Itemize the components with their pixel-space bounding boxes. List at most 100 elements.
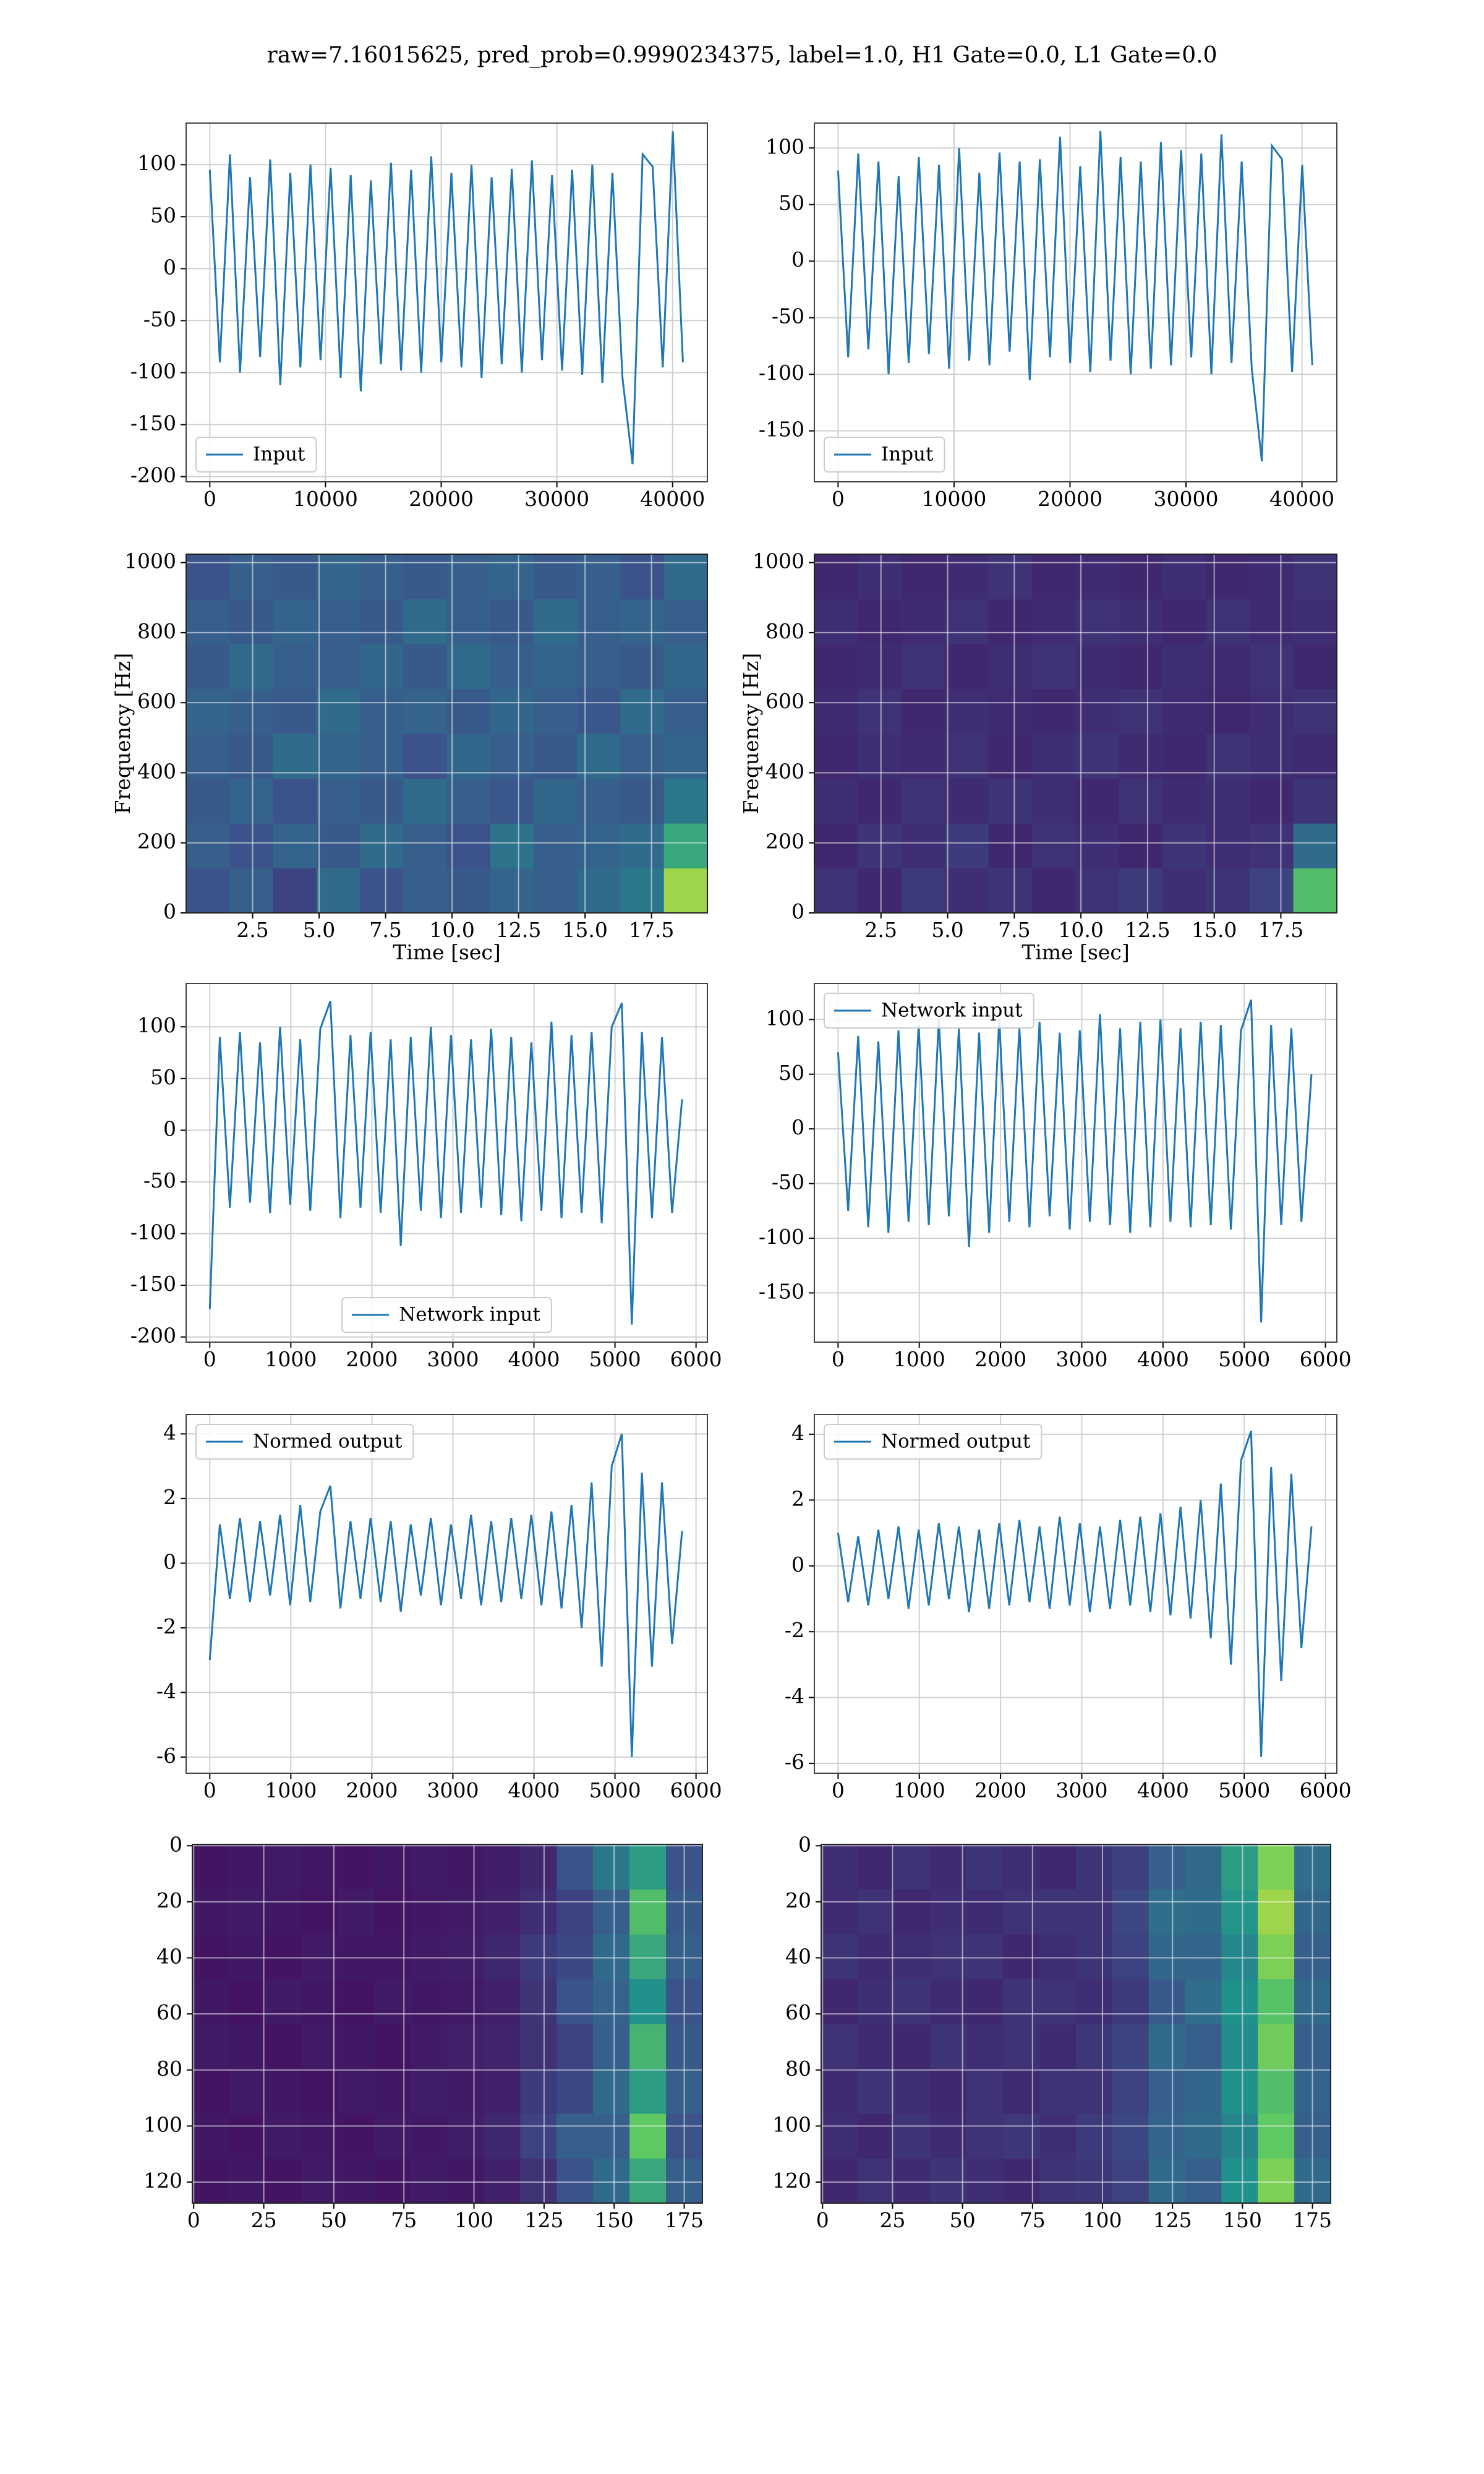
heatmap-cell [446,823,491,869]
x-tick-label: 0 [832,1778,845,1802]
y-tick-label: -100 [130,359,176,383]
heatmap-cell [490,688,534,734]
axes-frame [814,122,1337,482]
x-tick-label: 2.5 [865,918,897,942]
heatmap-cell [1293,688,1337,734]
legend: Network input [824,993,1034,1029]
y-tick-label: 0 [163,899,176,923]
heatmap-cell [663,599,708,644]
heatmap-cell [228,2024,266,2070]
heatmap-cell [556,2113,594,2159]
heatmap-cell [301,2068,339,2114]
heatmap-cell [484,2024,521,2070]
heatmap-cell [1258,1979,1295,2024]
heatmap-cell [446,554,491,600]
heatmap-cell [484,2068,521,2114]
x-tick-label: 2000 [346,1347,398,1371]
heatmap-cell [301,1979,339,2024]
heatmap-cell [1250,554,1294,600]
heatmap-cell [814,688,859,734]
heatmap-cell [858,734,902,779]
heatmap-cell [620,644,665,690]
heatmap-cell [988,778,1033,824]
heatmap-cell [620,823,665,869]
heatmap-cell [858,778,902,824]
heatmap-cell [1112,2158,1149,2204]
heatmap-cell [988,599,1033,644]
subplot: 0 10000 20000 30000 40000 -150 -100 -50 0 50 100 In… [759,122,1337,511]
heatmap-cell [447,1979,485,2024]
heatmap-cell [1185,1889,1222,1935]
heatmap-cell [1112,1844,1149,1890]
heatmap-cell [593,1979,630,2024]
heatmap-cell [520,2024,557,2070]
heatmap-cell [1112,2024,1149,2070]
heatmap-cell [893,2158,931,2204]
heatmap-cell [192,1979,229,2024]
y-tick-label: 0 [169,1832,182,1856]
x-tick-label: 10000 [921,487,986,511]
heatmap-cell [316,734,360,779]
axes-frame [821,1844,1331,2204]
heatmap-cell [446,868,491,914]
x-tick-label: 6000 [1300,1778,1352,1802]
y-tick-label: -50 [143,307,176,331]
x-tick-label: 17.5 [1258,918,1303,942]
heatmap-cell [186,778,230,824]
heatmap-cell [1293,778,1337,824]
heatmap-cell [1119,823,1163,869]
heatmap-cell [629,1934,667,1980]
heatmap-cell [1148,1979,1186,2024]
x-tick-label: 5000 [1218,1347,1270,1371]
legend-label: Input [253,443,305,466]
heatmap-cell [1206,823,1250,869]
y-tick-label: 100 [143,2112,182,2136]
heatmap-cell [1039,2024,1077,2070]
heatmap-cell [857,2158,895,2204]
heatmap-cell [1206,778,1250,824]
heatmap-cell [858,823,902,869]
axes-frame [186,554,708,914]
heatmap-cell [1075,554,1120,600]
heatmap-cell [1293,554,1337,600]
y-tick-label: -200 [130,463,176,487]
heatmap-cell [374,2158,412,2204]
legend-box [341,1297,552,1333]
heatmap-cell [858,644,902,690]
x-tick-label: 50 [321,2208,347,2232]
heatmap-cell [1032,554,1077,600]
y-tick-label: 600 [765,689,804,713]
heatmap-cell [374,2068,412,2114]
y-tick-label: -150 [759,417,804,442]
heatmap-cell [556,1844,594,1890]
heatmap-cell [1032,868,1077,914]
y-tick-label: 80 [156,2057,182,2081]
heatmap-cell [360,734,404,779]
heatmap-cell [520,1889,557,1935]
heatmap-cell [534,868,578,914]
y-tick-label: 4 [163,1420,176,1444]
heatmap-cell [447,1844,485,1890]
heatmap-cell [814,778,859,824]
heatmap-cell [857,1979,895,2024]
heatmap-cell [814,868,859,914]
series-line [837,1431,1313,1757]
heatmap-cell [316,868,360,914]
heatmap-cell [1119,599,1163,644]
heatmap-cell [301,1889,339,1935]
heatmap-cell [966,2158,1004,2204]
x-tick-label: 2000 [974,1778,1026,1802]
heatmap-cell [265,1934,302,1980]
heatmap-cell [629,1889,667,1935]
heatmap-cell [186,734,230,779]
axes-frame [814,1414,1337,1774]
heatmap-cell [629,2068,667,2114]
heatmap-cell [1003,1979,1040,2024]
heatmap-cell [577,599,621,644]
heatmap-cell [821,1889,858,1935]
heatmap-cell [593,2068,630,2114]
legend-box [824,437,945,473]
heatmap-cell [663,688,708,734]
heatmap-cell [360,823,404,869]
